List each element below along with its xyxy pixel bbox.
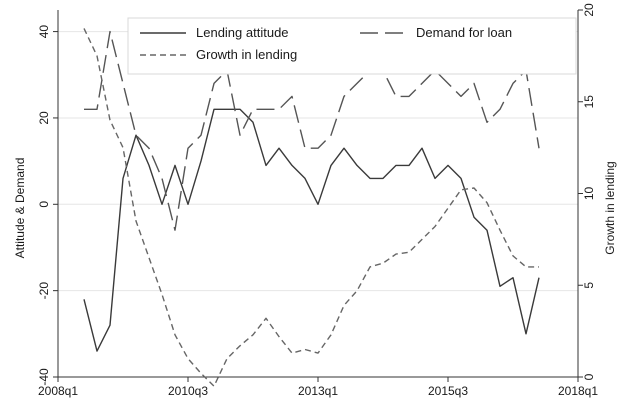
legend: Lending attitude Demand for loan Growth in… <box>127 17 577 75</box>
left-axis-label: Attitude & Demand <box>13 158 27 259</box>
x-tick-label: 2018q1 <box>558 384 598 398</box>
legend-label: Demand for loan <box>416 25 512 40</box>
x-tick-label: 2008q1 <box>38 384 78 398</box>
legend-label: Lending attitude <box>196 25 289 40</box>
x-tick-label: 2015q3 <box>428 384 468 398</box>
legend-box <box>127 17 577 75</box>
series-line-growth-in-lending <box>83 28 539 387</box>
right-axis-label: Growth in lending <box>603 161 617 254</box>
right-tick-label: 0 <box>582 373 596 380</box>
left-tick-label: -40 <box>37 368 51 386</box>
x-tick-label: 2010q3 <box>168 384 208 398</box>
right-tick-label: 10 <box>582 187 596 201</box>
left-tick-label: 40 <box>37 25 51 39</box>
left-tick-label: 20 <box>37 111 51 125</box>
left-tick-label: -20 <box>37 282 51 300</box>
series-line-lending-attitude <box>83 108 540 352</box>
series-lines <box>83 28 540 387</box>
right-tick-label: 20 <box>582 3 596 17</box>
axes: -40 -20 0 20 40 0 5 10 15 20 2008q1 2010q3 2013q1 201… <box>37 3 598 398</box>
right-tick-label: 5 <box>582 282 596 289</box>
right-tick-label: 15 <box>582 95 596 109</box>
x-tick-label: 2013q1 <box>298 384 338 398</box>
legend-label: Growth in lending <box>196 47 297 62</box>
left-tick-label: 0 <box>37 201 51 208</box>
series-line-demand-for-loan <box>84 30 540 231</box>
